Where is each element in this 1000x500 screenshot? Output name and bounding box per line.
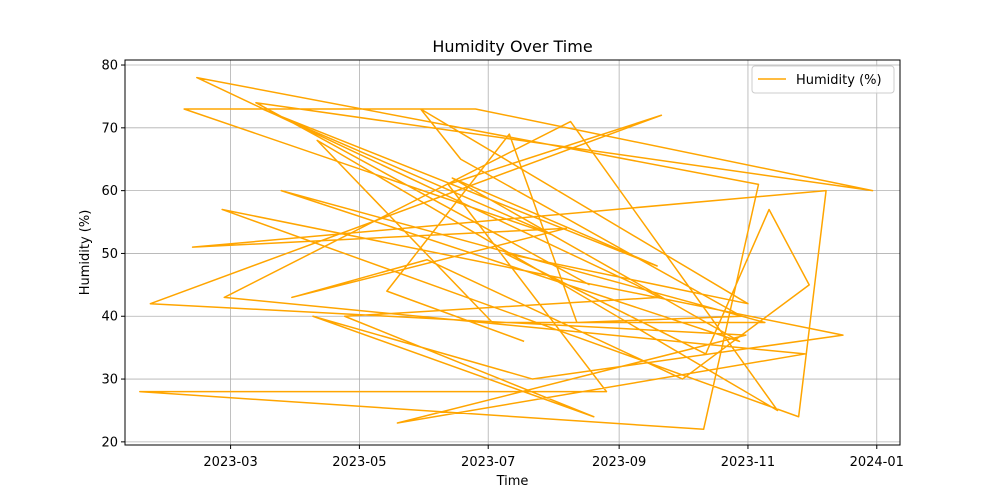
y-axis: 20 30 40 50 60 70 80 (101, 59, 125, 450)
legend-label-humidity: Humidity (%) (796, 73, 882, 88)
chart-title: Humidity Over Time (432, 37, 592, 56)
y-tick-label: 50 (101, 247, 118, 262)
grid-lines (125, 60, 900, 445)
y-tick-label: 30 (101, 373, 118, 388)
y-tick-label: 70 (101, 121, 118, 136)
x-tick-label: 2024-01 (850, 455, 904, 470)
plot-area-frame (124, 59, 901, 446)
y-axis-label: Humidity (%) (78, 210, 93, 296)
x-tick-label: 2023-11 (721, 455, 775, 470)
x-tick-label: 2023-07 (461, 455, 515, 470)
x-axis-label: Time (496, 474, 529, 489)
x-tick-label: 2023-05 (332, 455, 386, 470)
y-tick-label: 80 (101, 59, 118, 74)
y-tick-label: 60 (101, 184, 118, 199)
legend-box (751, 65, 895, 94)
x-axis: 2023-03 2023-05 2023-07 2023-09 2023-11 2024-… (203, 445, 904, 470)
legend: Humidity (%) (751, 65, 895, 94)
series-line-humidity (139, 76, 874, 431)
x-tick-label: 2023-09 (592, 455, 646, 470)
x-tick-label: 2023-03 (203, 455, 257, 470)
y-tick-label: 40 (101, 310, 118, 325)
y-tick-label: 20 (101, 435, 118, 450)
